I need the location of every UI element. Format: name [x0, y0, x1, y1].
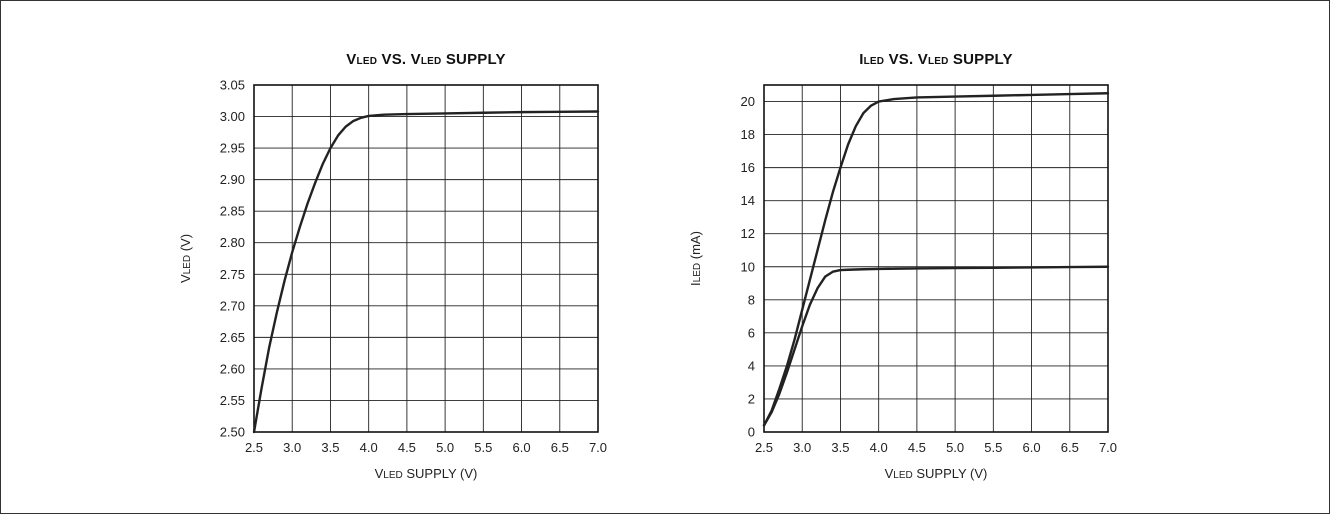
- y-tick-label: 6: [748, 325, 755, 340]
- y-tick-label: 4: [748, 358, 755, 373]
- x-tick-label: 6.5: [551, 440, 569, 455]
- y-tick-label: 2.50: [220, 425, 245, 440]
- x-tick-label: 2.5: [755, 440, 773, 455]
- x-tick-label: 4.0: [870, 440, 888, 455]
- y-tick-label: 14: [741, 193, 755, 208]
- x-tick-label: 7.0: [589, 440, 607, 455]
- x-axis-label: VLED SUPPLY (V): [375, 466, 478, 481]
- x-tick-label: 3.5: [321, 440, 339, 455]
- series-line-2: [762, 265, 1110, 427]
- x-tick-label: 5.5: [984, 440, 1002, 455]
- chart-1: 2.5 3.0 3.5 4.0 4.5 5.0 5.5 6.0 6.5 7.0 2.50 2.55 2.…: [178, 51, 607, 481]
- x-tick-label: 6.0: [1023, 440, 1041, 455]
- x-tick-label: 3.5: [831, 440, 849, 455]
- y-tick-label: 2.85: [220, 204, 245, 219]
- x-tick-label: 6.5: [1061, 440, 1079, 455]
- y-tick-label: 2.90: [220, 172, 245, 187]
- x-tick-label: 5.0: [436, 440, 454, 455]
- y-tick-label: 18: [741, 127, 755, 142]
- y-tick-label: 0: [748, 425, 755, 440]
- x-tick-label: 5.0: [946, 440, 964, 455]
- chart-title: ILED VS. VLED SUPPLY: [859, 51, 1013, 68]
- chart-2: 2.5 3.0 3.5 4.0 4.5 5.0 5.5 6.0 6.5 7.0 0 2 4 6 8 10 12 1…: [688, 51, 1117, 481]
- y-tick-label: 3.05: [220, 78, 245, 93]
- x-tick-label: 6.0: [513, 440, 531, 455]
- y-tick-label: 20: [741, 94, 755, 109]
- y-tick-label: 2.80: [220, 235, 245, 250]
- x-axis-label: VLED SUPPLY (V): [885, 466, 988, 481]
- y-tick-label: 8: [748, 292, 755, 307]
- y-tick-label: 12: [741, 226, 755, 241]
- x-tick-label: 7.0: [1099, 440, 1117, 455]
- plot-area: [763, 84, 1109, 433]
- y-tick-label: 16: [741, 160, 755, 175]
- x-tick-label: 3.0: [793, 440, 811, 455]
- y-tick-label: 2.95: [220, 141, 245, 156]
- y-tick-label: 10: [741, 259, 755, 274]
- x-tick-label: 4.5: [398, 440, 416, 455]
- x-tick-label: 4.0: [360, 440, 378, 455]
- y-tick-label: 2.75: [220, 267, 245, 282]
- x-tick-label: 4.5: [908, 440, 926, 455]
- x-tick-label: 3.0: [283, 440, 301, 455]
- y-axis-label: ILED (mA): [688, 231, 703, 286]
- y-tick-label: 2.55: [220, 393, 245, 408]
- y-tick-label: 2.60: [220, 361, 245, 376]
- y-tick-label: 3.00: [220, 109, 245, 124]
- y-tick-label: 2.70: [220, 298, 245, 313]
- plot-area: [253, 84, 599, 433]
- series-line-1: [762, 92, 1110, 427]
- x-tick-label: 2.5: [245, 440, 263, 455]
- series-line-1: [252, 110, 600, 434]
- y-tick-label: 2: [748, 391, 755, 406]
- y-tick-label: 2.65: [220, 330, 245, 345]
- y-axis-label: VLED (V): [178, 234, 193, 283]
- x-tick-label: 5.5: [474, 440, 492, 455]
- chart-title: VLED VS. VLED SUPPLY: [346, 51, 505, 68]
